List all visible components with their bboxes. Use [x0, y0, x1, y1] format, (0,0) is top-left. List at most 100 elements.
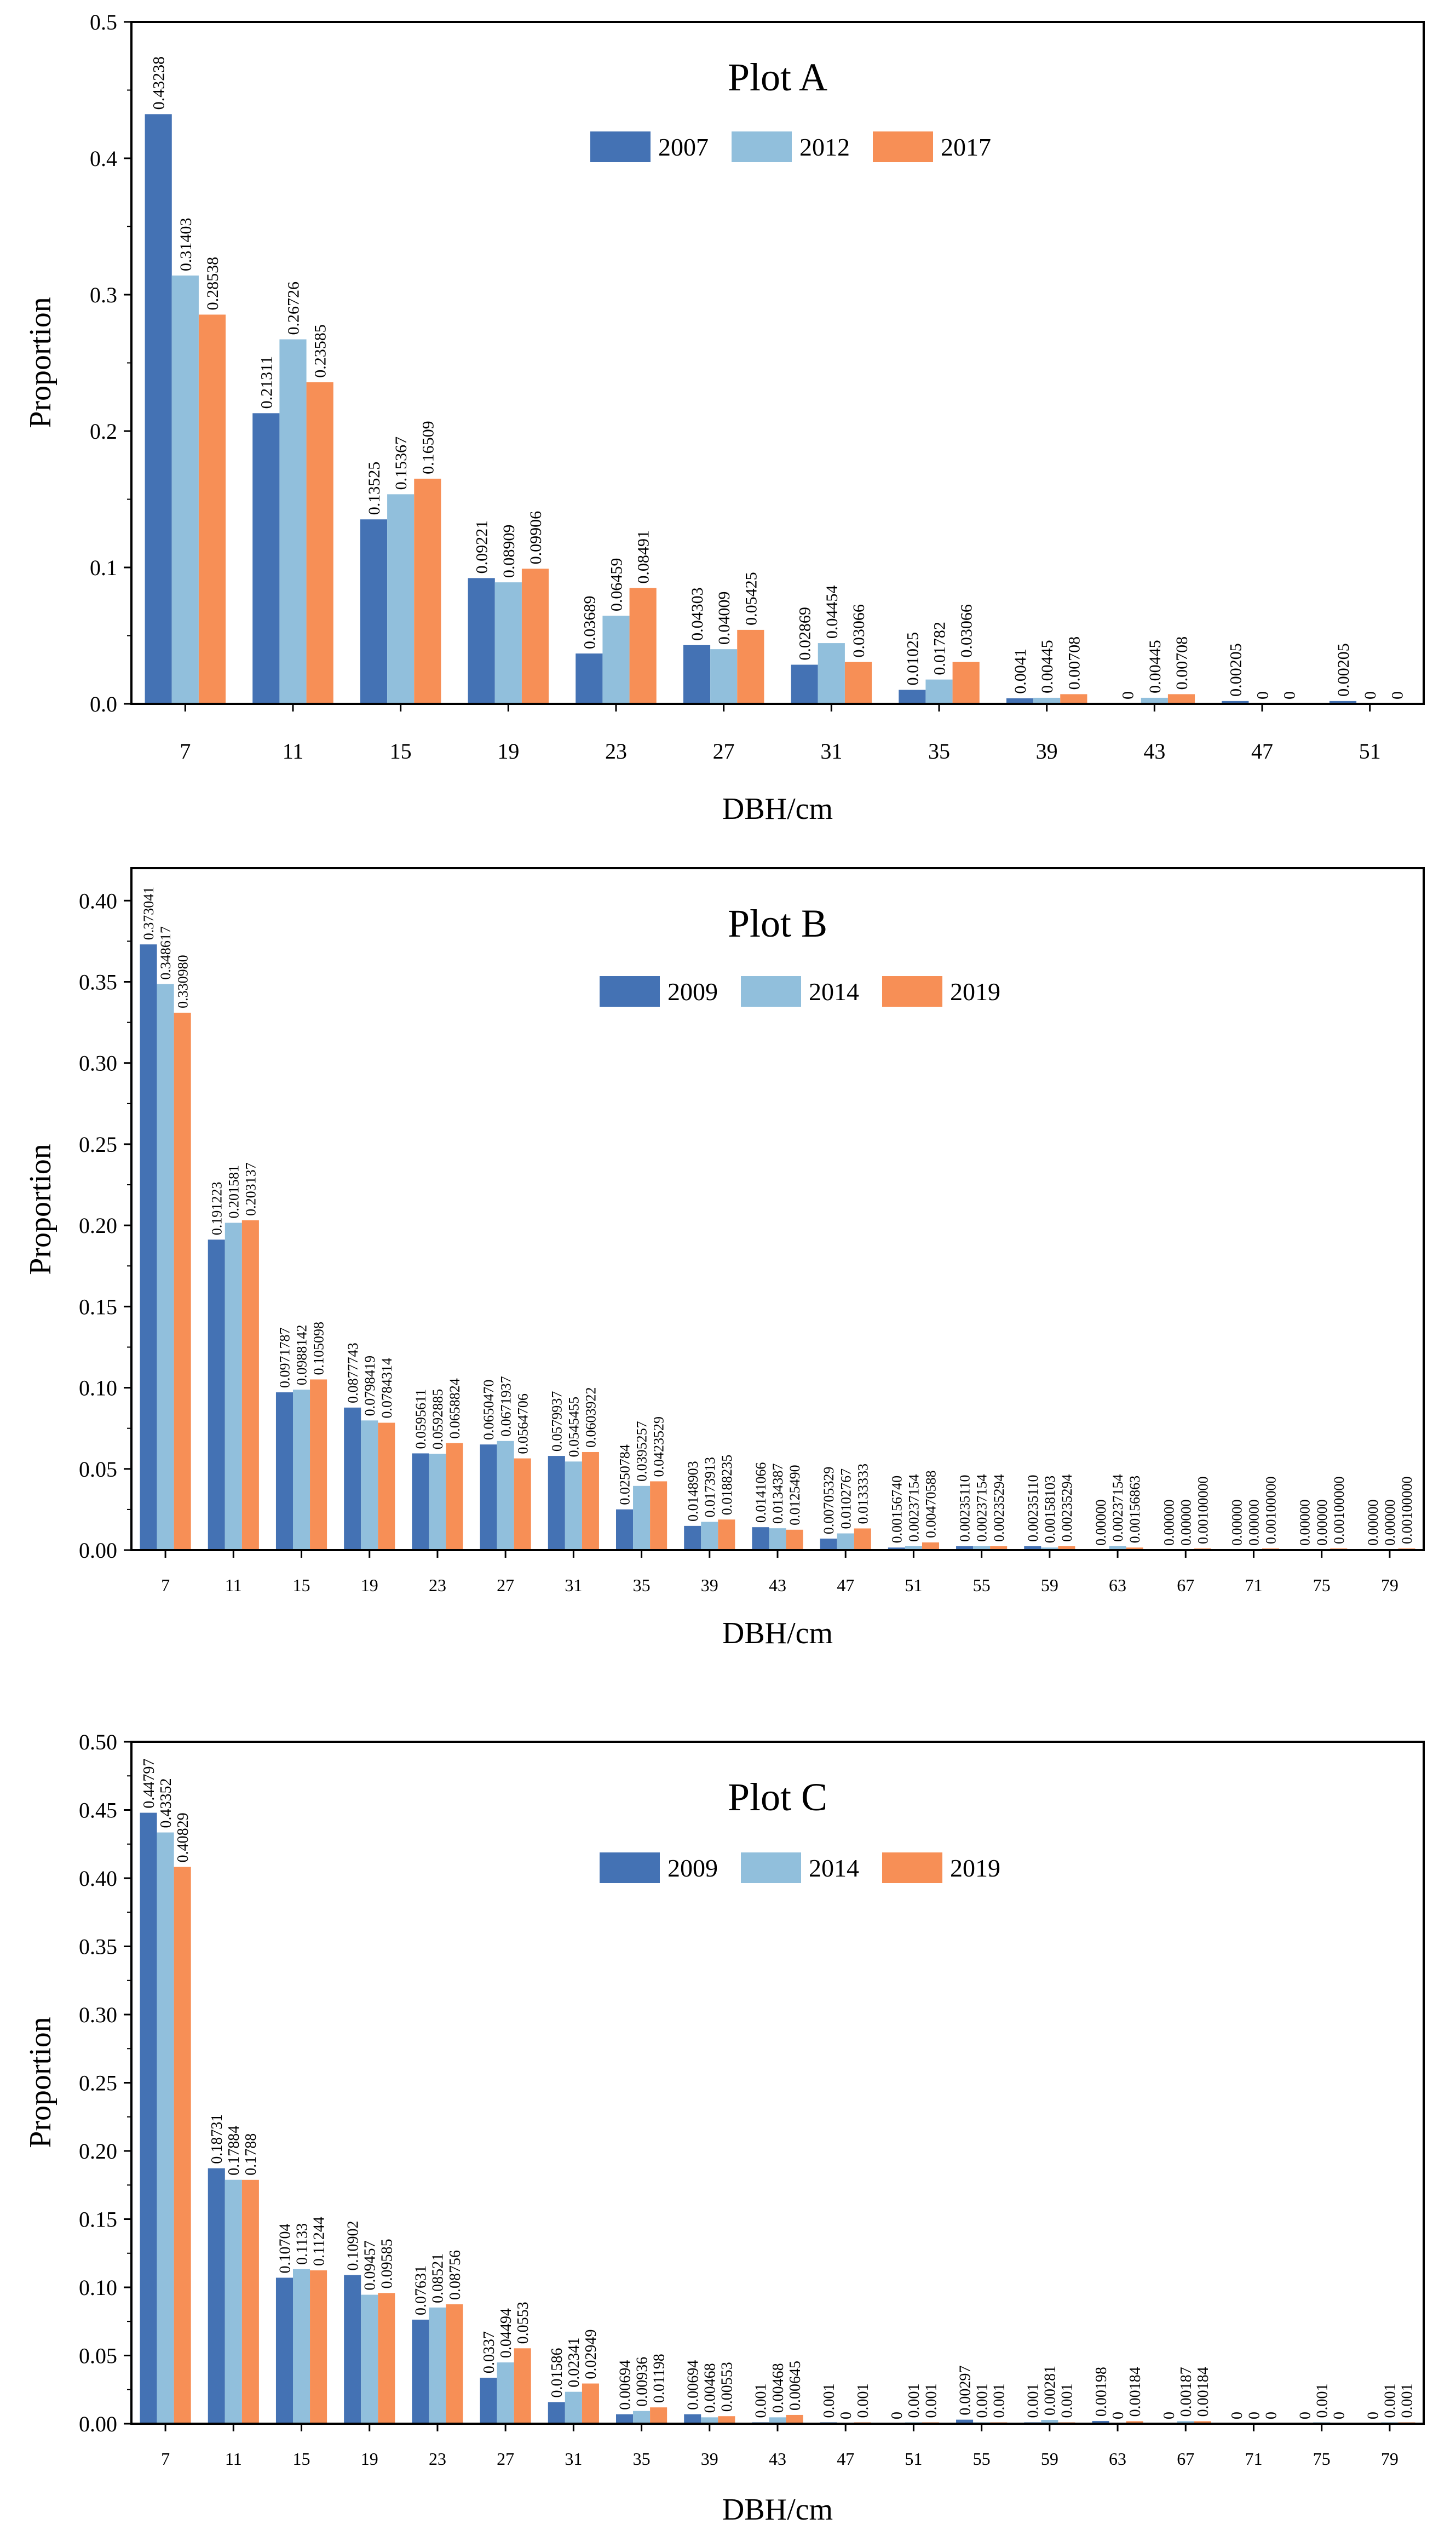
x-tick-label: 35 [928, 739, 950, 764]
data-label: 0 [1297, 2412, 1314, 2419]
data-label: 0.00281 [1042, 2366, 1059, 2415]
x-tick-label: 47 [837, 1575, 854, 1595]
y-tick-label: 0.2 [90, 419, 117, 444]
data-label: 0 [1119, 691, 1137, 699]
x-tick-label: 63 [1109, 1575, 1126, 1595]
data-label: 0.00000 [1246, 1500, 1262, 1546]
data-label: 0.105098 [311, 1322, 327, 1375]
data-label: 0 [838, 2412, 855, 2419]
data-label: 0.21311 [257, 356, 275, 409]
bar-2017-27 [737, 629, 764, 704]
data-label: 0 [1110, 2412, 1127, 2419]
bar-2009-27 [480, 1444, 497, 1550]
data-label: 0.26726 [285, 282, 303, 335]
bar-2014-31 [565, 1461, 582, 1550]
x-tick-label: 67 [1177, 1575, 1194, 1595]
x-tick-label: 27 [713, 739, 735, 764]
x-tick-label: 19 [361, 2449, 378, 2469]
data-label: 0.0148903 [685, 1461, 701, 1522]
x-tick-label: 43 [769, 1575, 786, 1595]
bar-2017-7 [198, 314, 226, 704]
bar-2014-59 [1041, 1547, 1058, 1550]
x-tick-label: 75 [1313, 1575, 1331, 1595]
bar-2009-11 [208, 2168, 225, 2424]
bar-2019-35 [650, 2407, 667, 2424]
bar-2012-11 [279, 339, 307, 704]
data-label: 0.00000 [1178, 1500, 1194, 1546]
y-tick-label: 0.1 [90, 555, 117, 580]
data-label: 0.10902 [344, 2221, 361, 2271]
data-label: 0.330980 [175, 955, 191, 1008]
bar-2019-27 [514, 1458, 531, 1550]
data-label: 0.0784314 [379, 1358, 395, 1419]
bar-2009-7 [140, 1812, 157, 2424]
data-label: 0.0595611 [413, 1389, 429, 1449]
bar-2014-35 [633, 2411, 651, 2424]
bar-2014-63 [1109, 1546, 1126, 1550]
data-label: 0.0798419 [362, 1356, 378, 1416]
bar-2009-11 [208, 1240, 225, 1550]
bar-2014-27 [497, 1441, 514, 1550]
bar-2014-7 [157, 984, 174, 1550]
data-label: 0.00468 [702, 2363, 719, 2413]
data-label: 0.02341 [566, 2338, 583, 2388]
x-tick-label: 75 [1313, 2449, 1331, 2469]
bar-2009-51 [888, 1547, 905, 1550]
legend: 2009 2014 2019 [600, 1852, 1000, 1883]
data-label: 0.0545455 [566, 1397, 582, 1458]
bar-2007-7 [145, 114, 172, 704]
bar-2014-47 [837, 1533, 854, 1550]
x-tick-label: 35 [633, 2449, 651, 2469]
data-label: 0.04303 [688, 587, 706, 641]
data-label: 0.04009 [715, 592, 733, 645]
bar-2014-7 [157, 1832, 174, 2424]
x-axis-title: DBH/cm [722, 2493, 833, 2527]
data-label: 0.00205 [1334, 643, 1353, 697]
bar-2014-19 [361, 1420, 378, 1550]
data-label: 0.00000 [1229, 1500, 1245, 1546]
y-tick-label: 0.5 [90, 10, 117, 35]
data-label: 0.191223 [209, 1182, 225, 1236]
data-label: 0.08491 [635, 530, 653, 584]
data-label: 0 [1361, 691, 1379, 699]
bar-2014-15 [293, 2269, 310, 2424]
x-tick-label: 51 [1359, 739, 1381, 764]
x-tick-label: 11 [225, 1575, 242, 1595]
data-label: 0.00235294 [991, 1474, 1007, 1542]
data-label: 0.00297 [957, 2366, 974, 2415]
data-label: 0 [1246, 2412, 1263, 2419]
x-tick-label: 27 [497, 1575, 514, 1595]
legend-swatch-2009 [600, 976, 660, 1007]
data-label: 0.00235110 [1025, 1474, 1041, 1542]
data-label: 0.05425 [742, 572, 760, 626]
data-label: 0.001 [906, 2384, 923, 2418]
bar-2009-23 [412, 2319, 429, 2424]
data-label: 0 [1161, 2412, 1178, 2419]
data-label: 0.08756 [447, 2250, 464, 2300]
bar-2012-27 [710, 649, 738, 704]
legend: 2007 2012 2017 [590, 131, 991, 162]
bar-2007-31 [791, 664, 818, 704]
data-label: 0.00187 [1178, 2367, 1195, 2417]
plot-frame [130, 21, 1425, 705]
legend-swatch-2014 [741, 1852, 801, 1883]
data-label: 0 [1263, 2412, 1280, 2419]
chart-title: Plot B [728, 902, 827, 945]
data-label: 0.15367 [392, 437, 410, 490]
bar-2009-55 [956, 2419, 974, 2424]
y-tick-label: 0.45 [79, 1798, 117, 1823]
data-label: 0.00470588 [923, 1471, 939, 1539]
data-label: 0.00235110 [957, 1474, 973, 1542]
data-label: 0.0102767 [838, 1468, 854, 1529]
bar-2009-15 [275, 1392, 293, 1550]
data-label: 0.0134387 [770, 1464, 786, 1524]
bar-2012-7 [171, 276, 199, 704]
data-label: 0.04454 [823, 586, 841, 639]
data-label: 0.0141066 [753, 1462, 769, 1523]
legend-label-2014: 2014 [809, 1854, 859, 1882]
bar-2009-19 [344, 1407, 361, 1550]
data-label: 0.00936 [634, 2357, 651, 2407]
bar-2007-27 [683, 645, 711, 704]
data-label: 0.00100000 [1195, 1477, 1211, 1545]
x-tick-label: 35 [633, 1575, 651, 1595]
